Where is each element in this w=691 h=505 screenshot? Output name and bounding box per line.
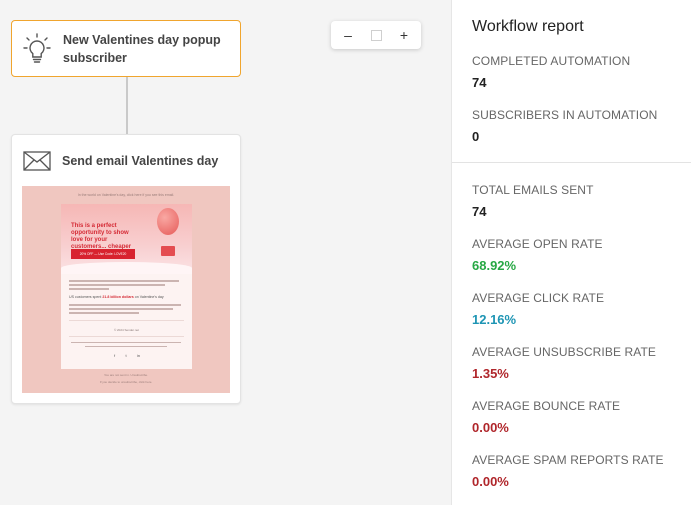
preview-footer-1: You are not sent in. Unsubscribe.: [103, 373, 149, 377]
zoom-controls: – +: [331, 21, 421, 49]
trigger-title: New Valentines day popup subscriber: [63, 32, 221, 65]
preview-footer-2: If you decide to unsubscribe, click here…: [99, 380, 153, 384]
step-connector: [126, 77, 128, 134]
text-line: [69, 280, 179, 282]
stat-value: 74: [472, 75, 487, 90]
workflow-canvas[interactable]: New Valentines day popup subscriber Send…: [0, 0, 451, 505]
trigger-node[interactable]: New Valentines day popup subscriber: [11, 20, 241, 77]
text-line: [69, 312, 139, 314]
stat-average-click-rate: AVERAGE CLICK RATE 12.16%: [472, 291, 605, 327]
stat-value: 1.35%: [472, 366, 509, 381]
balloon-image: [157, 208, 179, 235]
preview-top-text: In the world on Valentine's day, click h…: [77, 193, 175, 197]
email-step-node[interactable]: Send email Valentines day In the world o…: [11, 134, 241, 404]
zoom-out-button[interactable]: –: [344, 27, 352, 43]
stat-value: 0: [472, 129, 480, 144]
stat-value: 12.16%: [472, 312, 517, 327]
stat-value: 0.00%: [472, 474, 509, 489]
stat-average-open-rate: AVERAGE OPEN RATE 68.92%: [472, 237, 603, 273]
preview-body: US customers spent 21.8 billion dollars …: [61, 274, 192, 369]
text-line: [69, 284, 165, 286]
preview-divider: [69, 320, 184, 321]
preview-divider: [69, 336, 184, 337]
stat-total-emails-sent: TOTAL EMAILS SENT 74: [472, 183, 594, 219]
text-line: [85, 346, 167, 347]
report-title: Workflow report: [472, 18, 584, 35]
cloud-image: [61, 262, 192, 274]
preview-headline: This is a perfect opportunity to show lo…: [71, 223, 132, 250]
workflow-report-panel: Workflow report COMPLETED AUTOMATION 74 …: [451, 0, 691, 505]
lightbulb-icon: [23, 32, 51, 63]
text-line: [69, 304, 181, 306]
preview-cta: 20% OFF — Use Code: LOVE20: [71, 249, 135, 259]
gift-image: [161, 246, 175, 256]
stat-average-bounce-rate: AVERAGE BOUNCE RATE 0.00%: [472, 399, 621, 435]
text-line: [69, 288, 109, 290]
stat-average-spam-reports-rate: AVERAGE SPAM REPORTS RATE 0.00%: [472, 453, 664, 489]
stat-average-unsubscribe-rate: AVERAGE UNSUBSCRIBE RATE 1.35%: [472, 345, 656, 381]
text-line: [69, 308, 173, 310]
envelope-icon: [23, 151, 51, 171]
stat-completed-automation: COMPLETED AUTOMATION 74: [472, 54, 631, 90]
preview-hero: This is a perfect opportunity to show lo…: [61, 204, 192, 274]
preview-stat: US customers spent 21.8 billion dollars …: [69, 295, 164, 299]
stat-value: 74: [472, 204, 487, 219]
divider: [452, 162, 691, 163]
stat-subscribers-in-automation: SUBSCRIBERS IN AUTOMATION 0: [472, 108, 658, 144]
zoom-in-button[interactable]: +: [399, 27, 409, 43]
stat-value: 68.92%: [472, 258, 517, 273]
fit-to-screen-icon[interactable]: [370, 29, 382, 41]
email-preview-thumbnail[interactable]: In the world on Valentine's day, click h…: [22, 186, 230, 393]
stat-value: 0.00%: [472, 420, 509, 435]
preview-copyright: © 2024 Sender.net: [113, 328, 140, 332]
email-step-title: Send email Valentines day: [62, 154, 219, 168]
text-line: [71, 342, 181, 343]
preview-social-links: f t in: [114, 353, 140, 358]
